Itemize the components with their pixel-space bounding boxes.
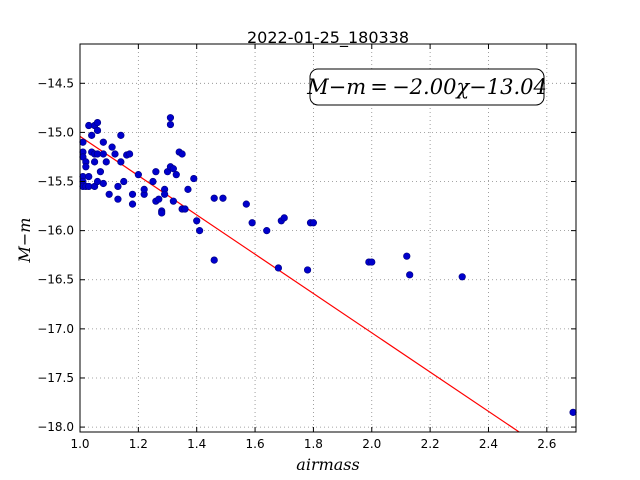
x-tick-label: 2.6	[537, 437, 556, 451]
data-point	[403, 252, 411, 260]
data-point	[93, 118, 102, 127]
x-tick-label: 1.4	[187, 437, 206, 451]
data-point	[458, 273, 466, 281]
data-point	[263, 227, 271, 235]
data-point	[90, 158, 99, 166]
data-point	[111, 150, 119, 158]
annotation-text: M−m = −2.00χ−13.04	[306, 75, 547, 99]
data-point	[126, 150, 134, 158]
data-point	[105, 190, 113, 198]
data-point	[117, 158, 125, 166]
data-point	[140, 185, 148, 193]
x-tick-label: 1.2	[129, 437, 148, 451]
data-point	[88, 131, 96, 139]
data-point	[172, 171, 180, 179]
data-point	[178, 150, 186, 158]
data-point	[169, 197, 177, 205]
x-tick-label: 1.0	[70, 437, 89, 451]
data-point	[96, 168, 105, 176]
data-point	[114, 182, 122, 191]
axis-ticks: 1.0 1.2 1.4 1.6 1.8 2.0 2.2 2.4 2.6 −14.5 −15.0 −15…	[37, 44, 576, 451]
chart-title: 2022-01-25_180338	[247, 28, 409, 48]
y-tick-label: −16.0	[37, 224, 74, 238]
data-point	[368, 258, 376, 266]
data-point	[190, 174, 198, 183]
data-point	[166, 114, 175, 122]
x-tick-label: 2.4	[479, 437, 498, 451]
annotation-box	[309, 68, 545, 106]
y-tick-label: −17.5	[37, 371, 74, 385]
data-point	[82, 163, 90, 171]
data-point	[274, 264, 283, 272]
data-point	[193, 217, 201, 225]
y-tick-label: −18.0	[37, 420, 74, 434]
data-point	[102, 158, 110, 166]
data-point	[219, 194, 227, 202]
data-point	[134, 171, 142, 179]
data-point	[114, 195, 122, 203]
data-point	[79, 138, 87, 146]
data-point	[303, 266, 312, 274]
data-point	[161, 190, 169, 198]
x-tick-label: 2.0	[362, 437, 381, 451]
data-point	[242, 200, 250, 208]
grid-lines	[80, 44, 576, 432]
data-point	[196, 227, 204, 235]
data-point	[181, 205, 189, 213]
x-axis-label: airmass	[296, 455, 359, 474]
data-point	[108, 143, 116, 151]
y-tick-label: −14.5	[37, 76, 74, 90]
y-tick-label: −15.5	[37, 175, 74, 189]
data-point	[85, 173, 93, 181]
data-point	[99, 150, 107, 158]
data-point	[309, 219, 318, 227]
data-point	[93, 126, 102, 135]
data-point	[569, 408, 577, 416]
y-axis-label: M−m	[15, 218, 34, 264]
data-point	[210, 194, 218, 202]
data-point	[99, 138, 107, 146]
data-point	[149, 177, 157, 186]
data-point	[210, 256, 218, 264]
data-point	[120, 177, 128, 186]
data-point	[128, 190, 137, 198]
y-tick-label: −15.0	[37, 125, 74, 139]
x-tick-label: 2.2	[421, 437, 440, 451]
fit-line	[79, 135, 520, 433]
data-point	[128, 200, 137, 208]
y-tick-label: −17.0	[37, 322, 74, 336]
data-point	[99, 179, 107, 188]
data-point	[280, 214, 288, 222]
fit-annotation: M−m = −2.00χ−13.04	[306, 68, 547, 106]
data-point	[152, 168, 160, 176]
data-point	[117, 131, 125, 139]
data-points	[79, 114, 577, 416]
data-point	[184, 185, 192, 193]
data-point	[169, 165, 177, 173]
fit-line-group	[79, 135, 520, 433]
x-tick-label: 1.8	[304, 437, 323, 451]
x-tick-label: 1.6	[246, 437, 265, 451]
data-point	[158, 209, 166, 217]
plot-frame	[79, 43, 577, 433]
data-point	[406, 271, 414, 279]
y-tick-label: −16.5	[37, 273, 74, 287]
data-point	[248, 219, 256, 227]
data-point	[166, 120, 175, 129]
data-point	[155, 195, 163, 203]
